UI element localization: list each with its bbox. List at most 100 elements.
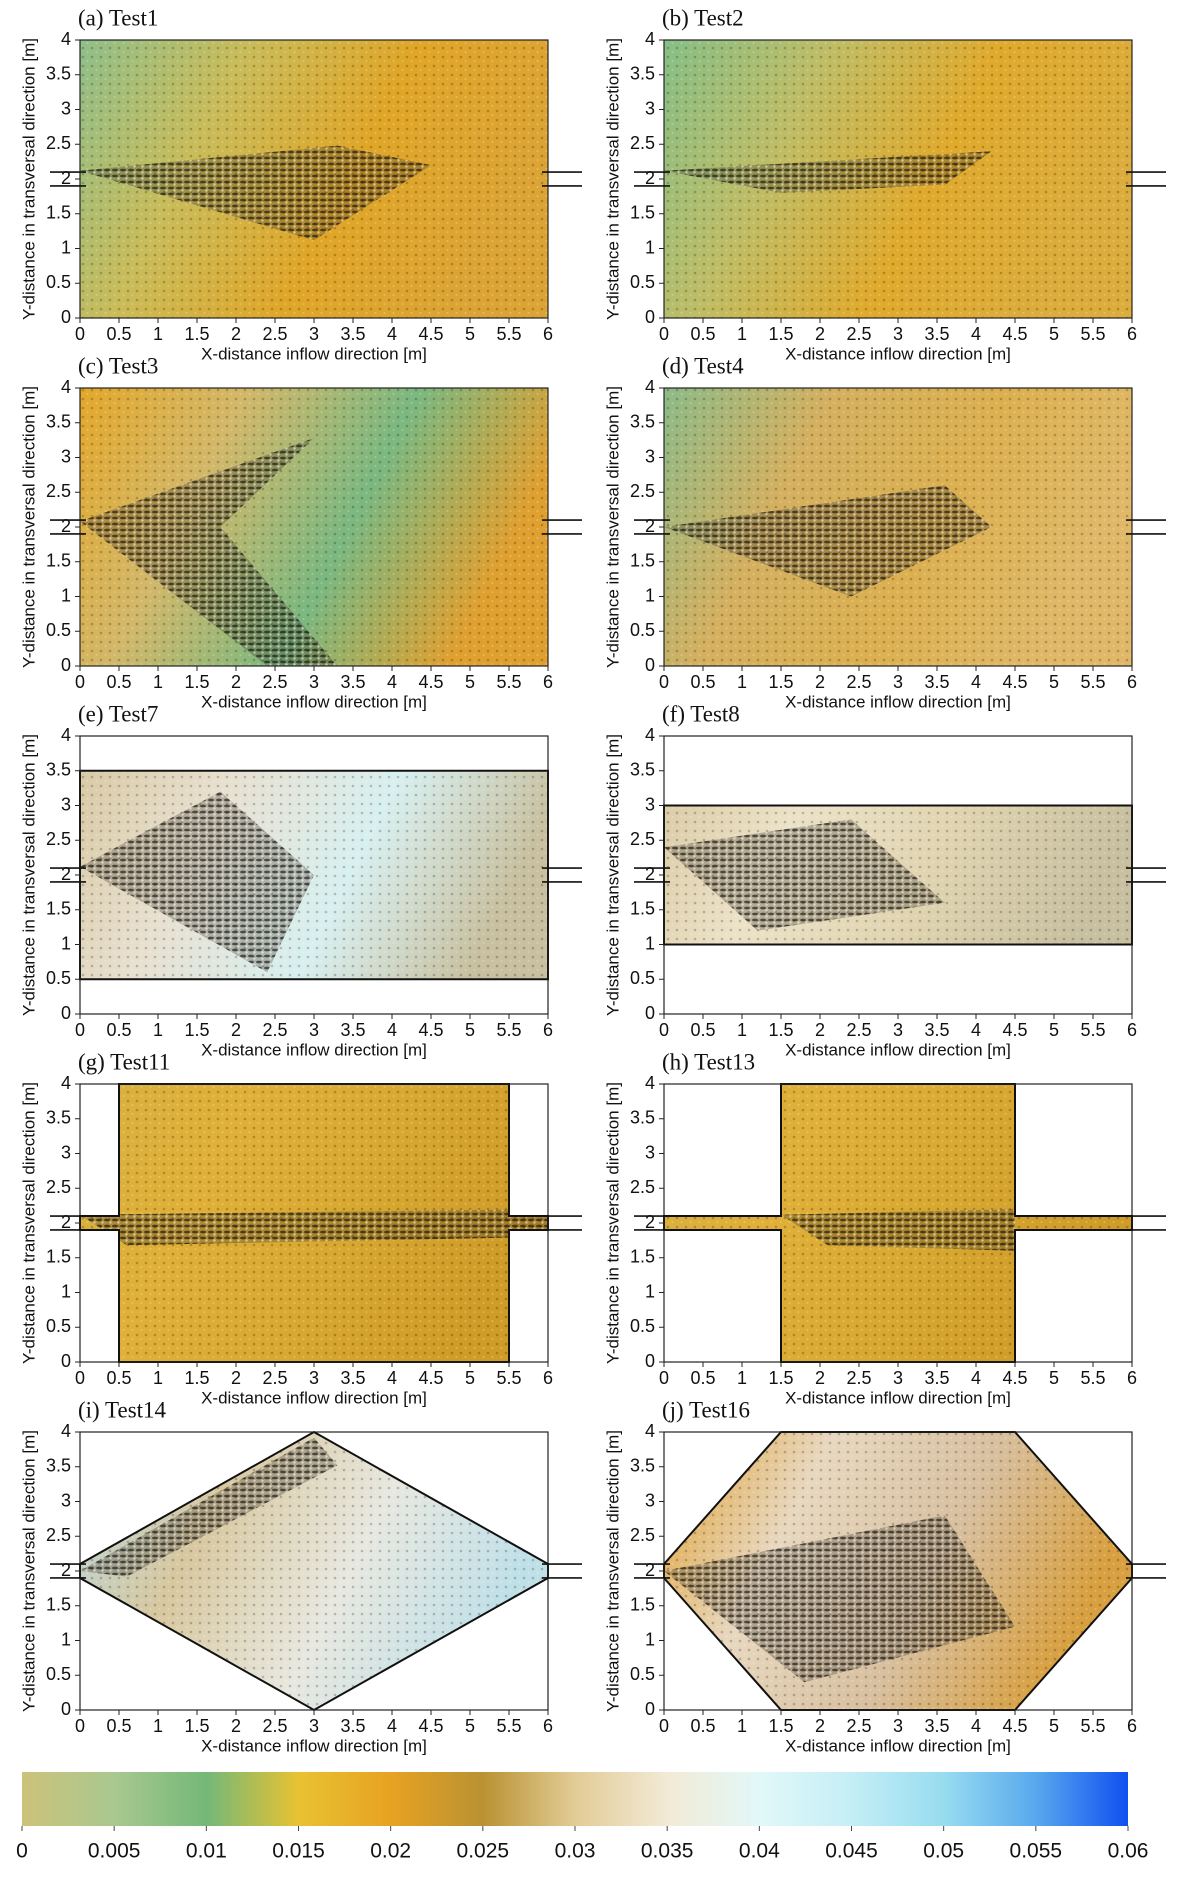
x-tick-label: 0.5 xyxy=(690,1716,715,1736)
x-tick-label: 2.5 xyxy=(846,1368,871,1388)
x-tick-label: 6 xyxy=(1127,1716,1137,1736)
x-tick-label: 4 xyxy=(387,672,397,692)
x-tick-label: 0.5 xyxy=(690,1020,715,1040)
x-tick-label: 2 xyxy=(815,1716,825,1736)
x-tick-label: 0.5 xyxy=(106,324,131,344)
y-tick-label: 2 xyxy=(645,168,655,188)
x-tick-label: 4 xyxy=(387,1716,397,1736)
y-tick-label: 1.5 xyxy=(46,1247,71,1267)
x-tick-label: 1.5 xyxy=(768,1716,793,1736)
x-tick-label: 2.5 xyxy=(262,324,287,344)
x-tick-label: 3 xyxy=(893,672,903,692)
scour-zone xyxy=(664,819,945,931)
scour-zone xyxy=(80,1209,548,1246)
y-axis-label: Y-distance in transversal direction [m] xyxy=(19,734,38,1016)
y-tick-label: 4 xyxy=(61,1421,71,1441)
y-tick-label: 2 xyxy=(61,1560,71,1580)
x-tick-label: 3 xyxy=(893,324,903,344)
x-tick-label: 0.5 xyxy=(690,324,715,344)
y-tick-label: 2 xyxy=(61,516,71,536)
x-tick-label: 1.5 xyxy=(184,1368,209,1388)
y-tick-label: 0.5 xyxy=(630,968,655,988)
y-tick-label: 3.5 xyxy=(46,412,71,432)
x-tick-label: 0 xyxy=(659,324,669,344)
y-tick-label: 2.5 xyxy=(630,133,655,153)
panel-title: (j) Test16 xyxy=(662,1397,750,1422)
y-tick-label: 2.5 xyxy=(630,1177,655,1197)
x-tick-label: 5 xyxy=(465,1020,475,1040)
x-tick-label: 0.5 xyxy=(690,672,715,692)
x-tick-label: 2.5 xyxy=(846,672,871,692)
x-tick-label: 1 xyxy=(153,324,163,344)
y-tick-label: 4 xyxy=(61,725,71,745)
x-tick-label: 3 xyxy=(309,1716,319,1736)
x-tick-label: 2.5 xyxy=(846,1716,871,1736)
y-tick-label: 1 xyxy=(61,585,71,605)
y-tick-label: 2 xyxy=(645,516,655,536)
x-tick-label: 0 xyxy=(659,672,669,692)
y-tick-label: 1 xyxy=(645,237,655,257)
panel-title: (e) Test7 xyxy=(78,701,158,726)
x-tick-label: 3 xyxy=(309,672,319,692)
x-tick-label: 6 xyxy=(1127,672,1137,692)
y-tick-label: 1 xyxy=(645,1281,655,1301)
x-axis-label: X-distance inflow direction [m] xyxy=(201,344,427,363)
x-tick-label: 1.5 xyxy=(768,1020,793,1040)
x-tick-label: 0.5 xyxy=(106,1368,131,1388)
scour-zone xyxy=(80,1437,338,1577)
y-tick-label: 3.5 xyxy=(46,64,71,84)
x-tick-label: 3.5 xyxy=(924,1368,949,1388)
x-tick-label: 6 xyxy=(1127,1368,1137,1388)
panel: 0 0.5 1 1.5 2 2.5 3 3.5 4 4.5 5 5.5 6 0 0.5 1 1.5 2 2.5 3 3.… xyxy=(19,1397,582,1755)
x-tick-label: 0 xyxy=(75,672,85,692)
colorbar-tick-label: 0.06 xyxy=(1108,1840,1149,1863)
x-tick-label: 3.5 xyxy=(340,324,365,344)
x-tick-label: 3.5 xyxy=(924,1716,949,1736)
y-tick-label: 0.5 xyxy=(630,620,655,640)
x-tick-label: 2.5 xyxy=(262,672,287,692)
y-tick-label: 3 xyxy=(61,446,71,466)
y-tick-label: 2 xyxy=(645,1212,655,1232)
panel-title: (b) Test2 xyxy=(662,5,744,30)
y-tick-label: 2 xyxy=(61,168,71,188)
y-tick-label: 2.5 xyxy=(46,1177,71,1197)
x-tick-label: 0.5 xyxy=(690,1368,715,1388)
panel: 0 0.5 1 1.5 2 2.5 3 3.5 4 4.5 5 5.5 6 0 0.5 1 1.5 2 2.5 3 3.… xyxy=(603,701,1166,1059)
x-tick-label: 5.5 xyxy=(496,324,521,344)
y-tick-label: 1 xyxy=(61,237,71,257)
x-tick-label: 5.5 xyxy=(1080,1716,1105,1736)
x-tick-label: 5.5 xyxy=(496,1020,521,1040)
x-tick-label: 4.5 xyxy=(418,1716,443,1736)
x-tick-label: 3.5 xyxy=(340,672,365,692)
x-tick-label: 4 xyxy=(971,1716,981,1736)
x-tick-label: 4 xyxy=(971,1020,981,1040)
y-tick-label: 1.5 xyxy=(630,1595,655,1615)
x-tick-label: 3.5 xyxy=(924,1020,949,1040)
x-tick-label: 4.5 xyxy=(1002,1020,1027,1040)
panel: 0 0.5 1 1.5 2 2.5 3 3.5 4 4.5 5 5.5 6 0 0.5 1 1.5 2 2.5 3 3.… xyxy=(19,1049,582,1407)
scour-zone xyxy=(80,438,338,666)
panel: 0 0.5 1 1.5 2 2.5 3 3.5 4 4.5 5 5.5 6 0 0.5 1 1.5 2 2.5 3 3.… xyxy=(19,5,582,363)
y-tick-label: 0 xyxy=(61,307,71,327)
x-tick-label: 5.5 xyxy=(1080,672,1105,692)
x-tick-label: 1 xyxy=(737,1716,747,1736)
y-tick-label: 0 xyxy=(645,1003,655,1023)
y-axis-label: Y-distance in transversal direction [m] xyxy=(19,1430,38,1712)
x-axis-label: X-distance inflow direction [m] xyxy=(201,1736,427,1755)
y-axis-label: Y-distance in transversal direction [m] xyxy=(19,38,38,320)
y-tick-label: 2 xyxy=(645,864,655,884)
y-tick-label: 3 xyxy=(645,1490,655,1510)
x-tick-label: 5 xyxy=(465,1368,475,1388)
y-tick-label: 4 xyxy=(645,377,655,397)
y-tick-label: 3.5 xyxy=(630,1456,655,1476)
x-tick-label: 0 xyxy=(659,1368,669,1388)
x-tick-label: 2 xyxy=(231,324,241,344)
y-tick-label: 2.5 xyxy=(46,829,71,849)
y-tick-label: 0.5 xyxy=(46,272,71,292)
x-tick-label: 3 xyxy=(893,1716,903,1736)
x-tick-label: 0 xyxy=(75,324,85,344)
y-tick-label: 3 xyxy=(645,446,655,466)
y-axis-label: Y-distance in transversal direction [m] xyxy=(19,386,38,668)
x-tick-label: 0 xyxy=(75,1020,85,1040)
